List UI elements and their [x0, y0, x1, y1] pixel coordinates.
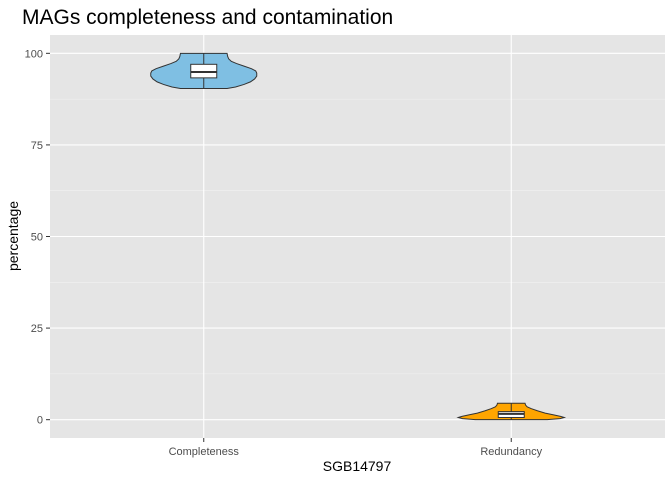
y-tick-label: 25 [31, 323, 43, 335]
y-axis-label: percentage [5, 201, 21, 271]
x-tick-label: Redundancy [480, 446, 542, 458]
chart-title: MAGs completeness and contamination [22, 6, 393, 29]
grid-major-lines [50, 35, 665, 438]
x-tick-label: Completeness [169, 446, 240, 458]
x-axis: Completeness Redundancy [169, 438, 543, 458]
y-tick-label: 50 [31, 232, 43, 244]
y-axis: 0 25 50 75 100 [25, 48, 50, 427]
y-tick-label: 0 [37, 415, 43, 427]
y-tick-label: 100 [25, 48, 43, 60]
violins [150, 52, 567, 421]
grid-minor-lines [50, 98, 665, 375]
y-tick-label: 75 [31, 140, 43, 152]
x-axis-label: SGB14797 [323, 458, 392, 474]
